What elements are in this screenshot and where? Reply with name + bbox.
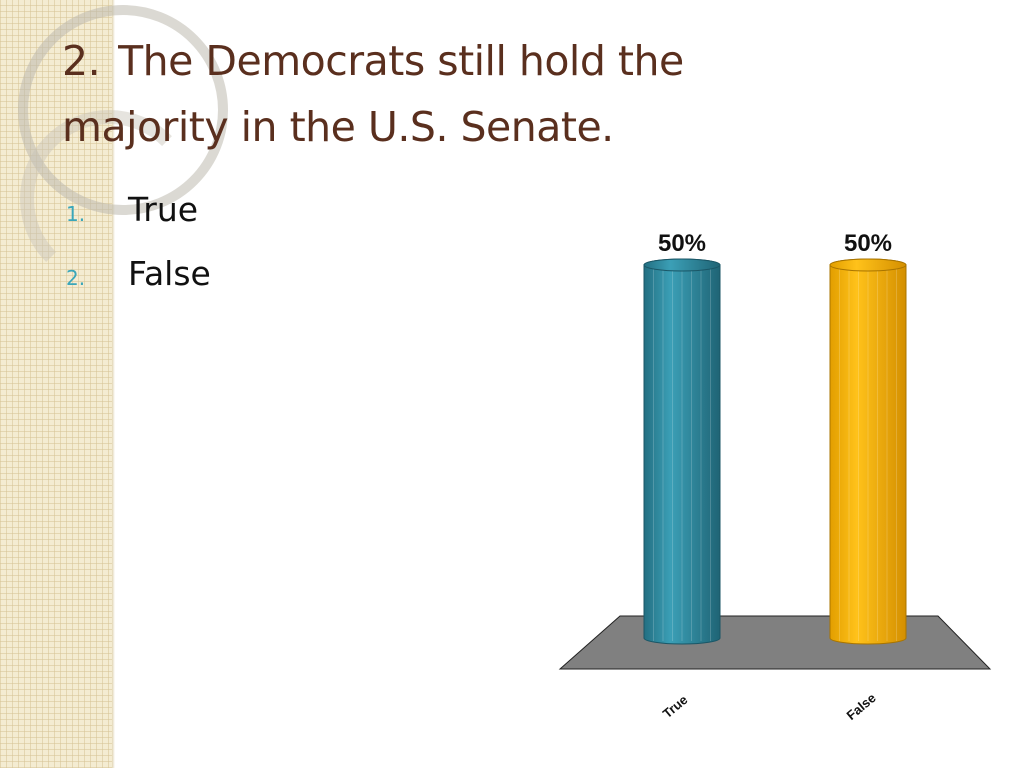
bar-top-cap — [829, 258, 907, 272]
category-label: True — [660, 692, 691, 721]
option-number: 1. — [66, 202, 86, 226]
data-label: 50% — [658, 230, 706, 257]
answer-options: 1. True 2. False — [66, 190, 211, 318]
title-text: The Democrats still hold the majority in… — [62, 37, 684, 151]
option-label: False — [128, 254, 211, 293]
option-false: 2. False — [66, 254, 211, 318]
results-chart: 50% True 50% False — [558, 230, 992, 723]
slide-title: 2. The Democrats still hold the majority … — [62, 28, 822, 160]
bar-top-cap — [643, 258, 721, 272]
chart-floor — [558, 615, 992, 670]
option-true: 1. True — [66, 190, 211, 254]
category-label: False — [844, 690, 879, 723]
side-strip-edge — [112, 0, 115, 768]
option-number: 2. — [66, 266, 86, 290]
option-label: True — [128, 190, 199, 229]
title-number: 2. — [62, 37, 101, 85]
data-label: 50% — [844, 230, 892, 257]
